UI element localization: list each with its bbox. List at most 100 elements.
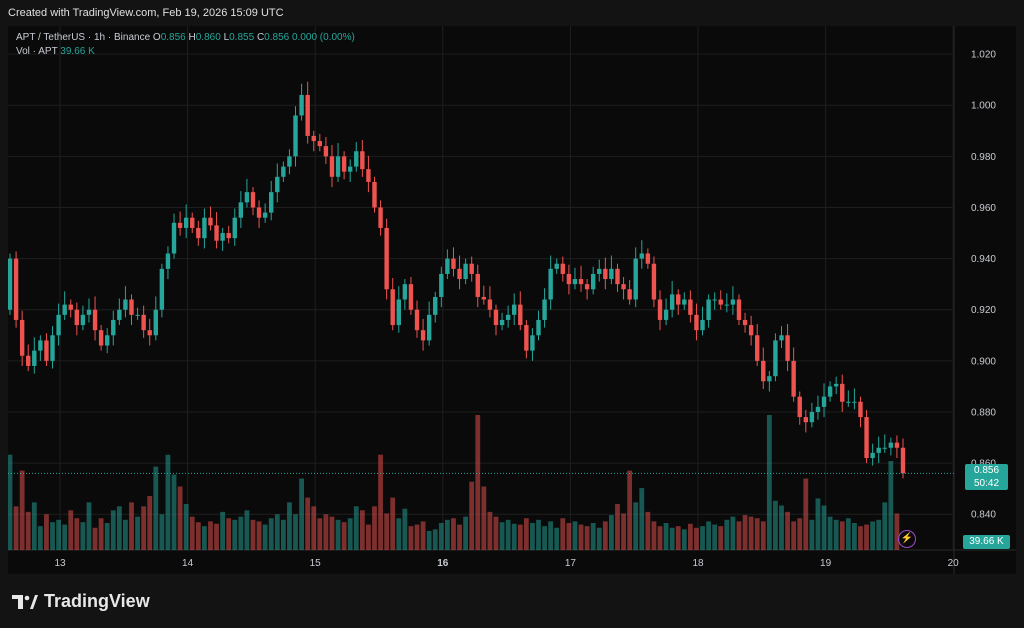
brand-name: TradingView: [44, 591, 150, 611]
candle-body: [402, 284, 408, 300]
volume-bar: [256, 521, 262, 550]
volume-bar: [92, 527, 98, 550]
candle-body: [74, 309, 80, 326]
volume-bar: [815, 498, 821, 550]
candle-body: [718, 299, 723, 305]
volume-bar: [578, 524, 584, 550]
lightning-icon[interactable]: ⚡: [898, 530, 916, 548]
volume-bar: [554, 527, 560, 550]
last-price-badge: 0.856 50:42: [965, 464, 1008, 490]
candle-body: [833, 383, 839, 387]
candle-body: [682, 299, 687, 305]
candle-body: [888, 442, 894, 448]
candle-body: [378, 207, 383, 228]
candle-body: [32, 350, 37, 366]
candle-body: [141, 314, 146, 331]
candle-body: [809, 411, 815, 423]
volume-bar: [451, 518, 456, 550]
candle-body: [129, 299, 134, 315]
close-label: C: [256, 32, 265, 43]
candle-body: [190, 217, 195, 228]
candle-body: [147, 330, 152, 336]
volume-bar: [299, 478, 304, 550]
candle-body: [779, 335, 784, 341]
candle-body: [870, 452, 875, 458]
candle-body: [554, 263, 559, 269]
volume-bar: [736, 521, 742, 550]
volume-bar: [858, 526, 863, 550]
volume-bar: [530, 523, 535, 550]
volume-bar: [469, 481, 475, 550]
candle-body: [220, 233, 225, 241]
candle-body: [803, 417, 809, 423]
candle-body: [724, 304, 730, 306]
volume-bar: [287, 502, 292, 550]
volume-value: 39.66 K: [60, 46, 95, 57]
y-tick-label: 0.980: [971, 152, 996, 163]
volume-bar: [864, 524, 869, 550]
chart-panel[interactable]: 1.020 1.000 0.980 0.960 0.940 0.920 0.900 0.880…: [8, 26, 1016, 574]
x-tick-label: 20: [948, 558, 960, 569]
chart-canvas[interactable]: 1.020 1.000 0.980 0.960 0.940 0.920 0.900 0.880…: [8, 26, 1016, 574]
candle-body: [317, 141, 323, 147]
volume-bar: [481, 486, 487, 550]
volume-bar: [329, 516, 335, 550]
candle-body: [767, 376, 772, 382]
volume-bar: [876, 519, 882, 550]
volume-bar: [718, 526, 724, 550]
candle-body: [360, 151, 365, 170]
volume-bar: [700, 526, 705, 550]
last-price-value: 0.856: [973, 465, 1000, 476]
volume-bar: [754, 518, 760, 550]
candle-body: [615, 268, 620, 285]
candle-body: [287, 156, 292, 167]
candle-body: [590, 273, 596, 290]
candle-body: [578, 279, 584, 285]
open-value: 0.856: [160, 32, 186, 43]
volume-bar: [694, 527, 699, 550]
volume-bar: [773, 500, 778, 550]
candle-body: [329, 156, 335, 177]
candle-body: [536, 319, 541, 336]
volume-bar: [341, 522, 347, 550]
volume-bar: [141, 506, 147, 550]
volume-bar: [317, 518, 323, 550]
volume-bar: [86, 502, 92, 550]
volume-legend: Vol · APT 39.66 K: [16, 46, 95, 57]
candle-body: [159, 268, 165, 310]
change-value: 0.000 (0.00%): [291, 32, 355, 43]
volume-bar: [523, 518, 529, 550]
volume-bar: [50, 522, 55, 550]
x-tick-label: 13: [54, 558, 66, 569]
candle-body: [481, 296, 487, 300]
volume-bar: [25, 511, 31, 550]
candle-body: [475, 273, 480, 297]
candle-body: [208, 217, 213, 226]
volume-bar: [548, 521, 554, 550]
candle-body: [165, 253, 171, 269]
candle-body: [542, 299, 547, 320]
volume-bar: [165, 454, 171, 550]
candle-body: [505, 314, 511, 320]
volume-bar: [232, 519, 238, 550]
y-tick-label: 0.880: [971, 407, 996, 418]
volume-bar: [311, 506, 317, 550]
candle-body: [250, 192, 256, 208]
volume-bar: [438, 523, 444, 550]
volume-bar: [687, 523, 693, 550]
candle-body: [827, 386, 833, 397]
volume-bar: [347, 518, 353, 550]
volume-bar: [766, 415, 772, 550]
candle-body: [669, 294, 675, 310]
candle-body: [663, 309, 669, 320]
volume-bar: [396, 518, 402, 550]
candle-body: [530, 335, 535, 351]
candle-body: [524, 325, 529, 351]
volume-bar: [493, 516, 499, 550]
volume-bar: [62, 524, 68, 550]
volume-bar: [378, 454, 383, 550]
candle-body: [439, 273, 444, 297]
volume-label: Vol · APT: [16, 46, 58, 57]
candle-body: [372, 181, 377, 208]
volume-bar: [201, 526, 207, 550]
